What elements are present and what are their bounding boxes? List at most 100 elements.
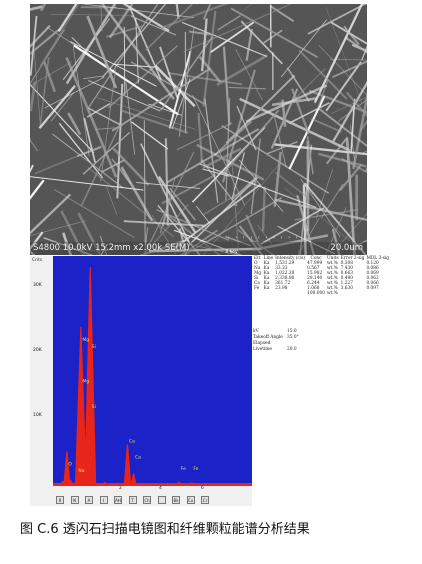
sem-scale-label: 20.0um [330,243,363,253]
fiber [144,151,195,254]
results-cell: Ka [263,261,270,266]
fiber [273,115,287,168]
fiber-texture [30,4,367,255]
y-axis-title: Cnts [32,258,43,263]
spectrum-peak [84,267,97,485]
fiber [38,84,76,129]
fiber [136,182,201,189]
fiber [130,61,205,105]
fiber [231,177,257,201]
fiber [291,88,310,134]
fiber [325,136,349,165]
fiber [101,4,175,100]
fiber [100,69,117,182]
peak-label: Fe [193,466,198,472]
peak-label: Si [92,404,96,410]
results-cell: Ka [263,271,270,276]
element-button[interactable] [157,496,166,504]
spectrum-peak [74,326,87,485]
element-button[interactable]: N [70,496,79,504]
results-table: Elt. Line Intensity (c/s) Conc Units Err… [253,256,390,296]
peak-label: Ca [129,438,135,444]
fiber [201,18,208,72]
fiber [50,92,74,122]
element-button[interactable]: Cr [201,496,209,504]
results-cell: 3.630 [340,286,353,291]
peak-label: Fe [181,466,186,472]
fiber [245,214,262,248]
fiber [296,194,316,255]
element-button[interactable]: T [128,496,137,504]
fiber [67,112,82,136]
results-row: 100.000 wt.% [253,291,390,296]
fiber [238,159,284,212]
header-mdl: MDL 3-sig [366,256,390,261]
results-cell: Na [254,266,261,271]
results-cell: Ca [254,281,260,286]
results-cell: 0.120 [366,261,379,266]
fiber [238,225,264,255]
x-tick-2: 2 [119,486,122,491]
results-cell: 47.999 [307,261,323,266]
element-button[interactable]: A [85,496,93,504]
results-cell: 1.227 [340,281,353,286]
fiber [280,19,328,78]
fiber [123,26,126,95]
fiber [83,117,96,163]
results-cell: 0.062 [366,276,379,281]
fiber [202,147,242,169]
results-cell: 6.244 [307,281,320,286]
fiber [30,15,38,76]
results-cell [274,291,306,296]
fiber [52,133,124,189]
fiber [151,214,177,255]
fiber [30,81,37,112]
fiber [39,4,80,67]
peak-label: Mg [82,337,89,343]
figure-caption: 图 C.6 透闪石扫描电镜图和纤维颗粒能谱分析结果 [20,522,310,537]
fiber [252,234,329,252]
fiber [86,15,118,89]
element-button[interactable]: Cu [186,496,195,504]
fiber [100,4,103,32]
fiber [43,61,57,93]
fiber [204,98,219,203]
fiber [145,4,194,51]
results-cell: 15.982 [307,271,323,276]
sem-micrograph: ' ' ' ' ' ' ' ' ' ' ' S4800 10.0kV 15.2m… [30,4,367,255]
header-element: Elt. [254,256,262,261]
fiber [30,220,86,237]
fiber [197,113,204,163]
results-cell: 0.066 [366,281,379,286]
fiber [82,75,103,80]
fiber [273,151,282,208]
element-button[interactable]: R [56,496,64,504]
fiber [236,105,257,151]
fiber [166,128,260,184]
element-button[interactable]: Ch [143,496,151,504]
y-tick-20k: 20K [33,348,42,353]
fiber [239,97,351,152]
sem-scale-ticks: ' ' ' ' ' ' ' ' ' ' ' [227,236,307,243]
fiber [317,107,367,148]
fiber [122,4,170,32]
fiber [39,57,50,127]
element-button[interactable]: Bk [172,496,180,504]
spectrum-peak [63,451,71,485]
element-button[interactable]: AH [114,496,122,504]
fiber [88,80,161,112]
results-cell [263,291,275,296]
element-button[interactable]: I [99,496,108,504]
fiber [178,27,195,137]
fiber [266,141,298,155]
fiber [176,122,233,151]
results-row: Na Ka 33.33 0.567 wt.% 7.430 0.086 [253,266,390,271]
fiber [325,207,347,255]
fiber [270,88,299,149]
fiber [360,45,367,61]
results-cell: wt.% [326,286,338,291]
results-cell: wt.% [326,291,338,296]
fiber [341,158,367,174]
fiber [181,21,267,57]
